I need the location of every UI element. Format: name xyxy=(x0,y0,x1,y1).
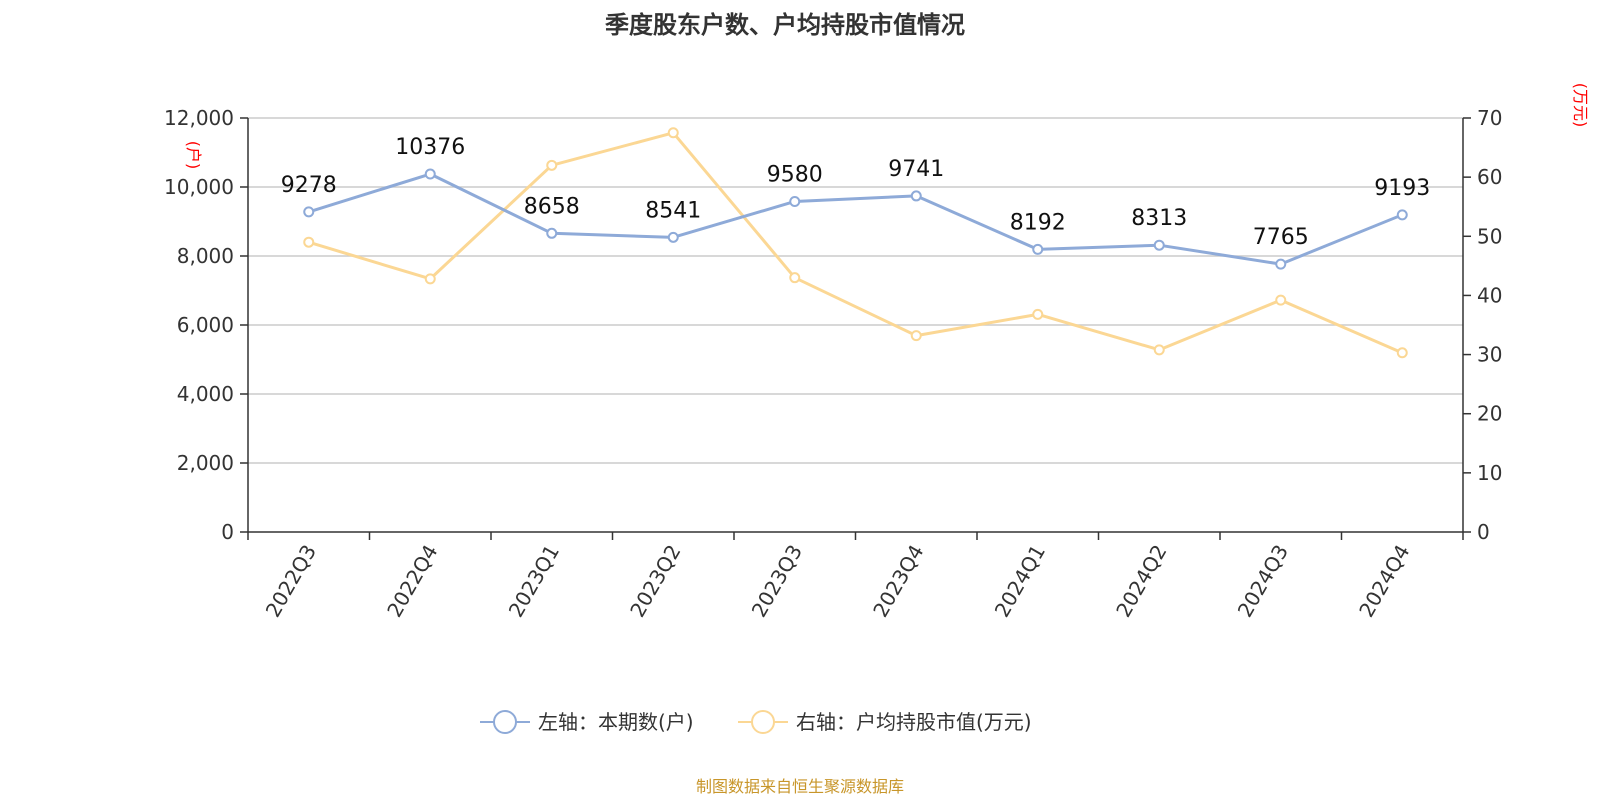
data-point-right xyxy=(1396,347,1408,359)
legend[interactable]: 左轴：本期数(户) 右轴：户均持股市值(万元) xyxy=(480,710,1032,734)
right-axis-tick-label: 10 xyxy=(1477,461,1502,485)
data-point-left xyxy=(424,168,436,180)
chart-title: 季度股东户数、户均持股市值情况 xyxy=(605,11,965,39)
left-axis-tick-label: 0 xyxy=(221,520,234,544)
x-axis-tick-label: 2023Q3 xyxy=(747,541,807,622)
data-source-note: 制图数据来自恒生聚源数据库 xyxy=(696,777,904,796)
gridlines xyxy=(248,117,1463,464)
right-axis-tick-label: 50 xyxy=(1477,224,1502,248)
data-point-left xyxy=(546,227,558,239)
axes: 0 2,000 4,000 6,000 8,000 10,000 12,000 0 10 20 30… xyxy=(164,106,1502,621)
right-axis-tick-label: 60 xyxy=(1477,165,1502,189)
data-point-left xyxy=(1032,243,1044,255)
right-axis-tick-label: 20 xyxy=(1477,402,1502,426)
data-point-right xyxy=(789,272,801,284)
x-axis-tick-label: 2024Q3 xyxy=(1233,541,1293,622)
data-label: 8658 xyxy=(524,194,580,219)
x-axis-tick-label: 2022Q4 xyxy=(382,541,442,622)
data-label: 8192 xyxy=(1010,210,1066,235)
data-point-right xyxy=(667,127,679,139)
series-line-right xyxy=(308,131,1403,355)
data-label: 9580 xyxy=(767,162,823,187)
data-point-right xyxy=(1153,344,1165,356)
data-label: 9741 xyxy=(888,157,944,182)
data-label: 9278 xyxy=(281,173,337,198)
x-axis-tick-label: 2023Q4 xyxy=(868,541,928,622)
data-point-right xyxy=(424,273,436,285)
data-label: 8313 xyxy=(1131,206,1187,231)
data-point-right xyxy=(1275,294,1287,306)
x-axis-tick-label: 2024Q1 xyxy=(990,541,1050,622)
data-point-left xyxy=(303,206,315,218)
right-axis-tick-label: 30 xyxy=(1477,343,1502,367)
data-point-left xyxy=(789,195,801,207)
left-axis-tick-label: 10,000 xyxy=(164,175,234,199)
legend-label: 右轴：户均持股市值(万元) xyxy=(796,710,1032,734)
x-axis-tick-label: 2022Q3 xyxy=(261,541,321,622)
left-axis-tick-label: 4,000 xyxy=(177,382,234,406)
x-axis-tick-label: 2024Q2 xyxy=(1111,541,1171,622)
left-axis-tick-label: 6,000 xyxy=(177,313,234,337)
x-axis-tick-label: 2023Q1 xyxy=(504,541,564,622)
data-label: 7765 xyxy=(1253,225,1309,250)
data-point-left xyxy=(1275,258,1287,270)
data-point-left xyxy=(910,190,922,202)
right-axis-unit: (万元) xyxy=(1571,83,1590,128)
x-axis-tick-label: 2023Q2 xyxy=(625,541,685,622)
data-point-right xyxy=(303,236,315,248)
data-point-left xyxy=(1396,209,1408,221)
right-axis-tick-label: 70 xyxy=(1477,106,1502,130)
legend-marker-icon xyxy=(751,710,775,734)
left-axis-tick-label: 8,000 xyxy=(177,244,234,268)
x-axis-tick-label: 2024Q4 xyxy=(1354,541,1414,622)
right-axis-tick-label: 40 xyxy=(1477,283,1502,307)
legend-item-left[interactable]: 左轴：本期数(户) xyxy=(480,710,694,734)
data-point-left xyxy=(1153,239,1165,251)
data-point-right xyxy=(1032,308,1044,320)
data-point-right xyxy=(910,330,922,342)
data-point-right xyxy=(546,159,558,171)
legend-marker-icon xyxy=(493,710,517,734)
left-axis-unit: (户) xyxy=(184,141,203,170)
data-label: 9193 xyxy=(1374,176,1430,201)
right-axis-tick-label: 0 xyxy=(1477,520,1490,544)
data-label: 10376 xyxy=(395,135,465,160)
data-point-left xyxy=(667,231,679,243)
series-group: 9278 10376 8658 8541 9580 9741 8192 8313 7765 919… xyxy=(281,127,1430,359)
left-axis-tick-label: 2,000 xyxy=(177,451,234,475)
left-axis-tick-label: 12,000 xyxy=(164,106,234,130)
series-line-left xyxy=(308,172,1403,266)
data-label: 8541 xyxy=(645,198,701,223)
legend-item-right[interactable]: 右轴：户均持股市值(万元) xyxy=(738,710,1032,734)
legend-label: 左轴：本期数(户) xyxy=(538,710,694,734)
